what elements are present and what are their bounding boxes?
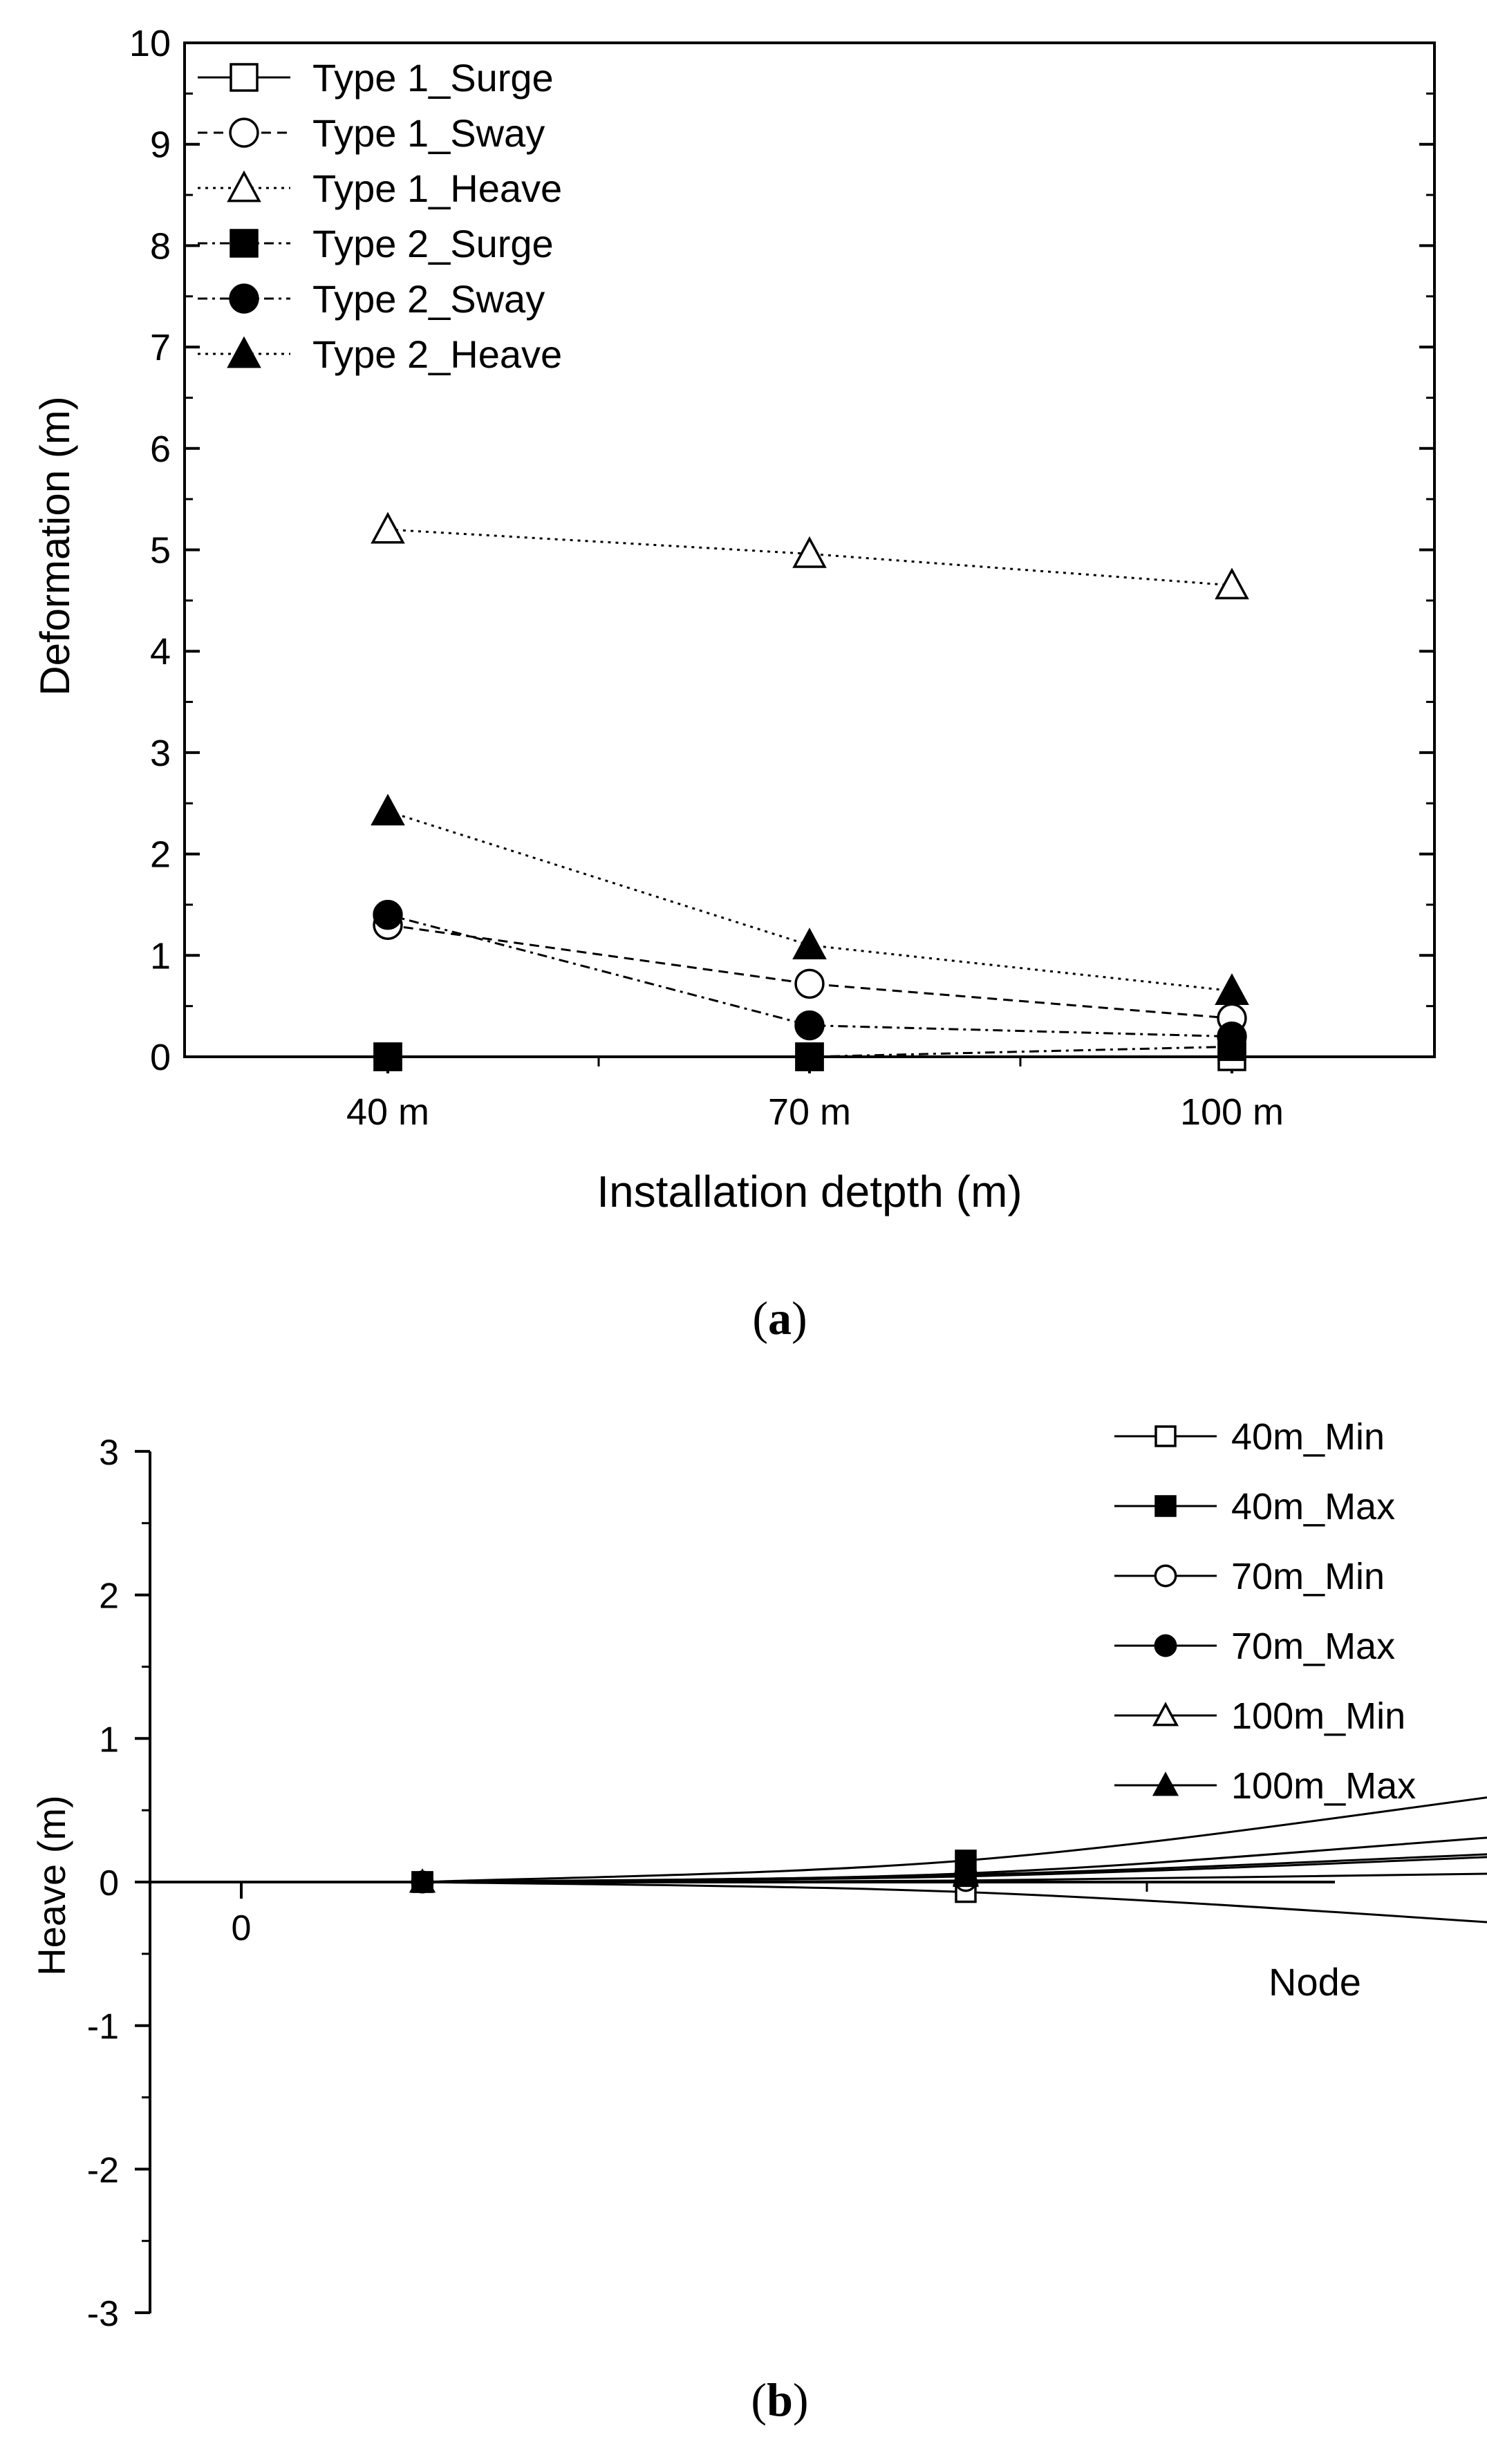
panel-a-xlabel: Installation detpth (m) bbox=[597, 1167, 1022, 1216]
panel-a-legend-label: Type 1_Heave bbox=[312, 167, 562, 210]
panel-b-xlabel: Node bbox=[1269, 1960, 1361, 2004]
panel-a-ytick-label: 7 bbox=[150, 327, 171, 368]
panel-b-series-markers bbox=[409, 1850, 980, 1903]
panel-a-legend-label: Type 2_Sway bbox=[312, 277, 545, 321]
panel-a-data-point bbox=[1217, 1021, 1247, 1052]
panel-b-chart: -3 -2 -1 0 1 2 3 0102030405060 40m_Min 40m_Max 7… bbox=[30, 1416, 1487, 2426]
panel-b-panel-label: (b) bbox=[751, 2373, 808, 2426]
panel-a-ytick-label: 8 bbox=[150, 225, 171, 267]
panel-a-ytick-label: 0 bbox=[150, 1037, 171, 1078]
panel-a-xtick-label: 70 m bbox=[768, 1091, 851, 1133]
panel-a-panel-label: (a) bbox=[752, 1292, 807, 1344]
panel-a-data-point bbox=[1215, 567, 1249, 600]
panel-a-x-axis: 40 m 70 m 100 m bbox=[346, 1057, 1284, 1133]
panel-a-legend-label: Type 2_Heave bbox=[312, 332, 562, 376]
panel-b-legend: 40m_Min 40m_Max 70m_Min 70m_Max 100m_Min 100m… bbox=[1114, 1416, 1416, 1807]
panel-a-legend-marker bbox=[227, 170, 261, 203]
panel-a-legend: Type 1_Surge Type 1_Sway Type 1_Heave Type … bbox=[198, 56, 562, 376]
panel-a-legend-marker bbox=[230, 229, 259, 258]
panel-b-legend-marker bbox=[1154, 1634, 1177, 1657]
panel-a-data-point bbox=[795, 1042, 824, 1071]
panel-a-ytick-label: 2 bbox=[150, 834, 171, 876]
panel-a-data-point bbox=[792, 928, 827, 959]
panel-b-ytick-label: -3 bbox=[87, 2294, 119, 2334]
panel-a-ytick-label: 10 bbox=[129, 23, 171, 64]
panel-b-ytick-label: -1 bbox=[87, 2007, 119, 2047]
panel-b-x-axis: 0102030405060 bbox=[232, 1882, 1148, 1948]
panel-a-xtick-label: 100 m bbox=[1180, 1091, 1284, 1133]
panel-b-legend-marker bbox=[1154, 1425, 1177, 1447]
panel-b-legend-marker bbox=[1154, 1495, 1177, 1517]
panel-a-data-point bbox=[371, 511, 405, 544]
panel-a-legend-marker bbox=[230, 63, 259, 92]
panel-a-data-point bbox=[794, 968, 825, 999]
panel-b-ytick-label: 0 bbox=[99, 1863, 119, 1903]
panel-b-ytick-label: 3 bbox=[99, 1433, 119, 1473]
panel-b-ytick-label: 2 bbox=[99, 1577, 119, 1617]
panel-a-ytick-label: 9 bbox=[150, 124, 171, 166]
panel-a-data-point bbox=[373, 899, 403, 930]
panel-a-data-point bbox=[792, 536, 827, 568]
panel-b-series-lines bbox=[422, 1796, 1487, 1924]
panel-a-data-point bbox=[794, 1010, 825, 1041]
panel-a-y-axis: 0 1 2 3 4 5 6 7 8 9 10 bbox=[129, 23, 1434, 1078]
panel-b-legend-label: 40m_Max bbox=[1231, 1486, 1395, 1527]
panel-a-data-point bbox=[373, 1042, 402, 1071]
panel-b-legend-marker bbox=[1154, 1564, 1177, 1588]
panel-a-ytick-label: 3 bbox=[150, 733, 171, 774]
panel-b-ylabel: Heave (m) bbox=[30, 1795, 73, 1975]
panel-a-ylabel: Deformation (m) bbox=[32, 396, 78, 695]
panel-b-legend-label: 100m_Max bbox=[1231, 1765, 1416, 1807]
panel-b-ytick-label: -2 bbox=[87, 2150, 119, 2190]
panel-a-data-point bbox=[371, 793, 405, 826]
panel-a-legend-marker bbox=[229, 283, 259, 314]
panel-b-y-axis: -3 -2 -1 0 1 2 3 bbox=[87, 1433, 150, 2334]
panel-b-legend-marker bbox=[1152, 1702, 1179, 1727]
panel-b-series-line bbox=[422, 1881, 1487, 1924]
panel-a-data-point bbox=[1215, 973, 1249, 1005]
panel-a-series-line bbox=[387, 923, 1233, 1019]
panel-a-legend-label: Type 1_Surge bbox=[312, 56, 554, 100]
panel-a-legend-marker bbox=[227, 336, 261, 368]
panel-a-xtick-label: 40 m bbox=[346, 1091, 429, 1133]
panel-b-legend-label: 100m_Min bbox=[1231, 1695, 1405, 1737]
panel-b-legend-label: 40m_Min bbox=[1231, 1416, 1385, 1458]
panel-b-legend-marker bbox=[1152, 1771, 1179, 1796]
panel-a-series-line bbox=[387, 810, 1233, 993]
panel-a-ytick-label: 4 bbox=[150, 631, 171, 673]
panel-a-series-markers bbox=[371, 511, 1249, 1071]
panel-a-legend-label: Type 2_Surge bbox=[312, 222, 554, 265]
panel-a-ytick-label: 5 bbox=[150, 530, 171, 572]
panel-b-data-point bbox=[409, 1868, 436, 1893]
panel-b-data-point bbox=[952, 1861, 980, 1886]
panel-a-legend-marker bbox=[229, 117, 259, 148]
panel-a-legend-label: Type 1_Sway bbox=[312, 111, 545, 155]
panel-a-ytick-label: 1 bbox=[150, 935, 171, 977]
panel-b-legend-label: 70m_Max bbox=[1231, 1626, 1395, 1667]
panel-a-ytick-label: 6 bbox=[150, 429, 171, 470]
panel-b-xtick-label: 0 bbox=[232, 1908, 252, 1948]
panel-b-ytick-label: 1 bbox=[99, 1720, 119, 1760]
panel-b-legend-label: 70m_Min bbox=[1231, 1556, 1385, 1597]
